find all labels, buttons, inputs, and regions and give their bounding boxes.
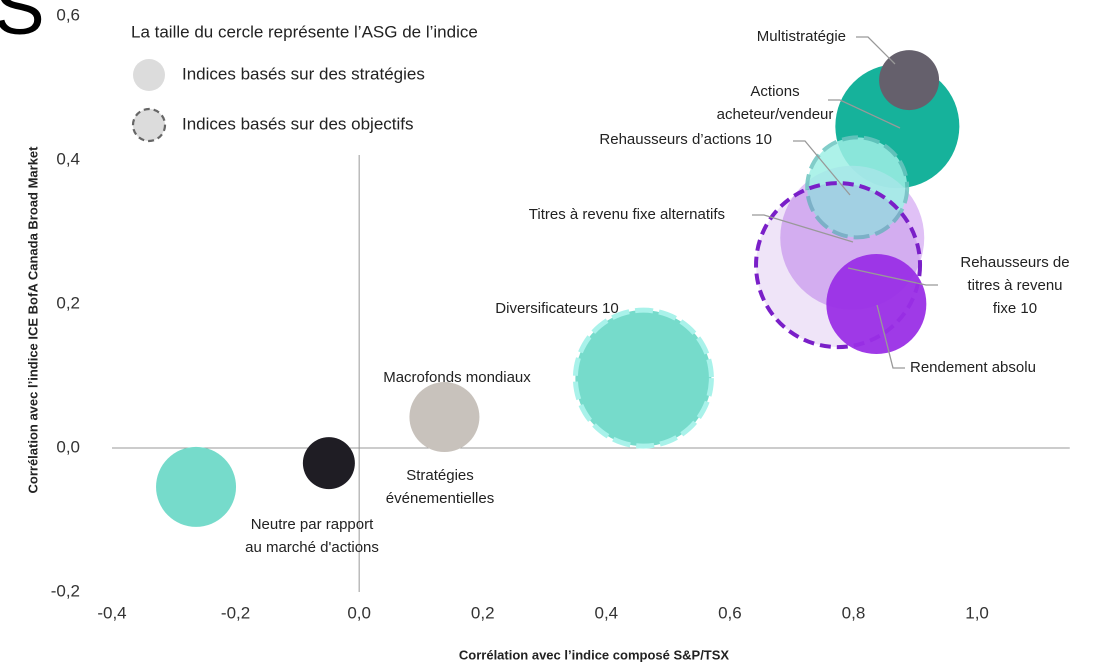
x-tick-label: 1,0 xyxy=(965,603,989,622)
legend-label: Indices basés sur des stratégies xyxy=(182,64,425,83)
point-label: Diversificateurs 10 xyxy=(495,300,618,317)
point-label: événementielles xyxy=(386,490,494,507)
point-label: Stratégies xyxy=(406,467,474,484)
y-tick-label: 0,6 xyxy=(56,5,80,24)
y-tick-label: 0,0 xyxy=(56,437,80,456)
x-tick-label: 0,2 xyxy=(471,603,495,622)
legend-marker xyxy=(133,59,165,91)
point-label: titres à revenu xyxy=(967,277,1062,294)
point-label: Actions xyxy=(750,83,799,100)
point-label: Rendement absolu xyxy=(910,359,1036,376)
y-tick-label: 0,2 xyxy=(56,293,80,312)
legend-label: Indices basés sur des objectifs xyxy=(182,114,414,133)
x-tick-label: -0,2 xyxy=(221,603,250,622)
bubble xyxy=(302,437,355,490)
bubble xyxy=(826,254,927,354)
x-axis-title: Corrélation avec l’indice composé S&P/TS… xyxy=(459,647,730,662)
x-tick-label: 0,0 xyxy=(347,603,371,622)
bubble xyxy=(879,50,940,111)
point-label: acheteur/vendeur xyxy=(717,106,834,123)
x-tick-label: 0,4 xyxy=(594,603,618,622)
bubble xyxy=(805,135,910,240)
point-label: Rehausseurs de xyxy=(960,254,1069,271)
point-label: Multistratégie xyxy=(757,28,846,45)
bubble xyxy=(572,307,714,449)
legend-marker xyxy=(131,107,167,143)
point-label: Rehausseurs d’actions 10 xyxy=(599,131,772,148)
y-tick-label: 0,4 xyxy=(56,149,80,168)
x-tick-label: 0,8 xyxy=(842,603,866,622)
bubble xyxy=(409,382,480,453)
y-axis-title: Corrélation avec l’indice ICE BofA Canad… xyxy=(25,146,40,494)
y-tick-label: -0,2 xyxy=(51,581,80,600)
point-label: Neutre par rapport xyxy=(251,516,374,533)
x-tick-label: 0,6 xyxy=(718,603,742,622)
legend-title: La taille du cercle représente l’ASG de … xyxy=(131,22,478,41)
bubble xyxy=(156,446,237,527)
point-label: Macrofonds mondiaux xyxy=(383,369,531,386)
point-label: Titres à revenu fixe alternatifs xyxy=(529,206,725,223)
x-tick-label: -0,4 xyxy=(97,603,126,622)
point-label: fixe 10 xyxy=(993,300,1037,317)
point-label: au marché d'actions xyxy=(245,539,379,556)
logo: S xyxy=(0,0,45,51)
leader-lines xyxy=(752,36,938,369)
